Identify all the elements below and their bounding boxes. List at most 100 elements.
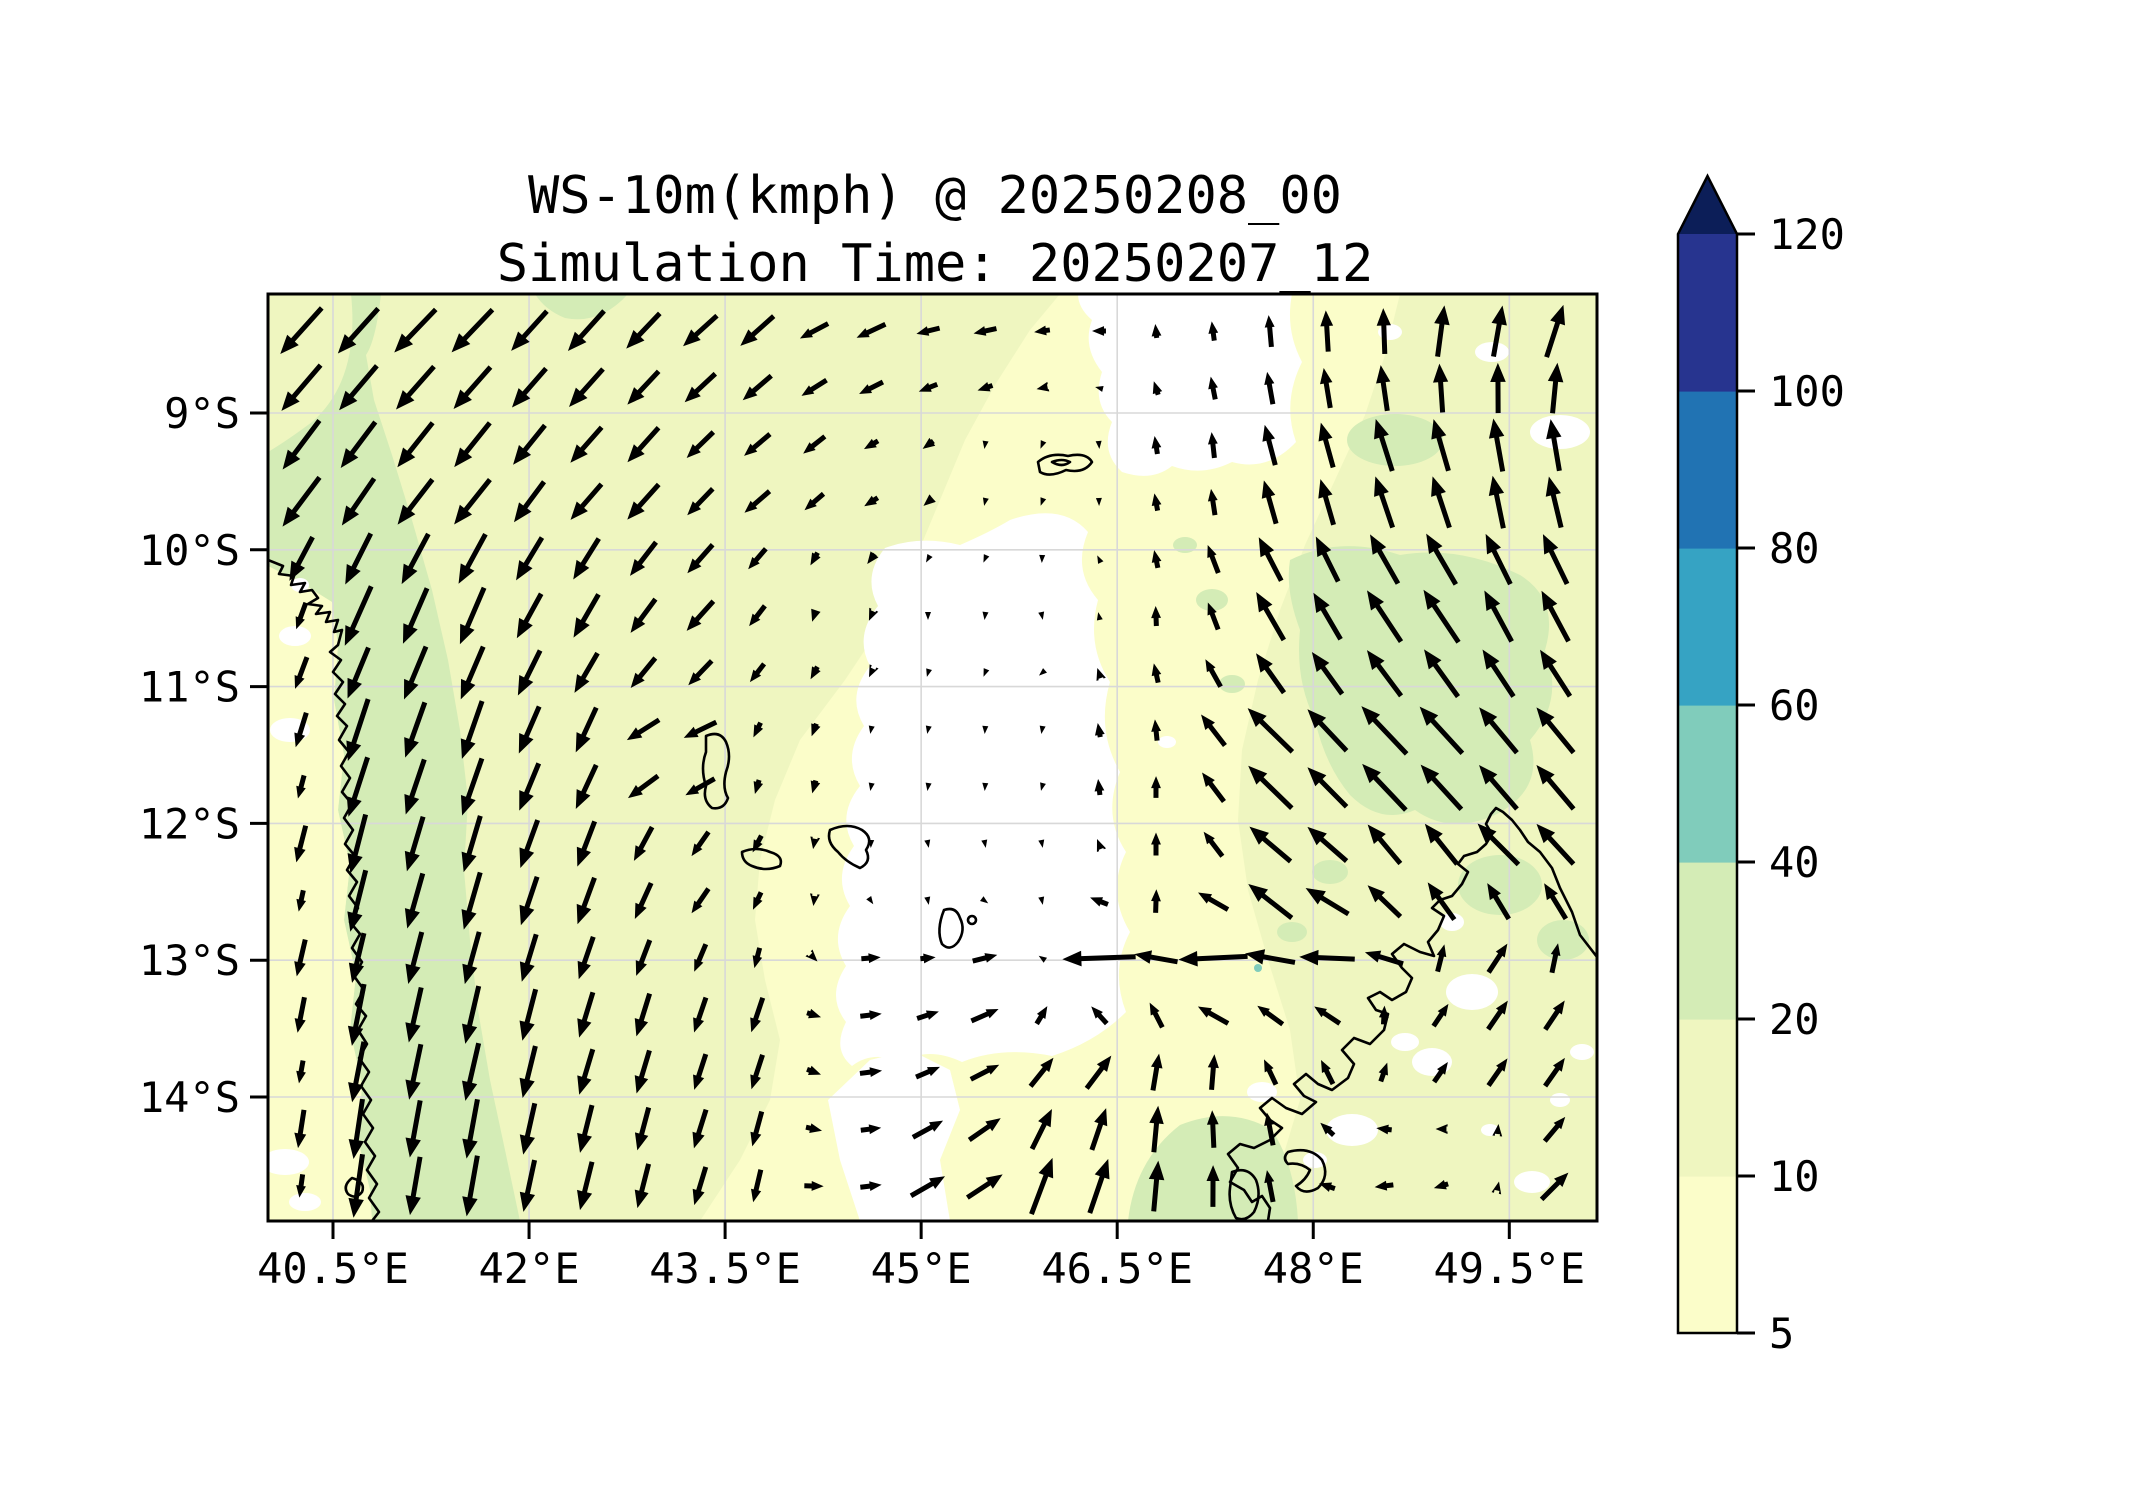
wind-arrow	[1486, 943, 1508, 974]
colorbar-segment	[1678, 862, 1737, 1020]
wind-arrow	[1370, 534, 1401, 585]
wind-arrow-dot	[868, 839, 875, 848]
wind-arrow	[1149, 1002, 1165, 1029]
wind-arrow-dot	[981, 839, 988, 848]
wind-arrow	[1378, 1005, 1389, 1025]
colorbar-segment	[1678, 705, 1737, 863]
colorbar-tick-label: 5	[1769, 1309, 1794, 1358]
wind-arrow	[686, 430, 716, 458]
wind-arrow	[1208, 321, 1219, 341]
wind-arrow-dot	[926, 668, 932, 677]
wind-arrow-dot	[983, 554, 990, 563]
axes-layer: 40.5°E 42°E 43.5°E 45°E 46.5°E 48°E 49.5°E 9°S 1…	[139, 389, 1585, 1293]
y-tick-label: 13°S	[139, 936, 240, 985]
wind-arrow	[1314, 1006, 1342, 1026]
wind-arrow-dot	[868, 725, 875, 734]
wind-arrow	[629, 540, 658, 576]
wind-arrow	[1247, 708, 1295, 754]
wind-arrow	[1432, 1062, 1448, 1084]
wind-arrow	[405, 986, 424, 1043]
wind-arrow	[1305, 887, 1350, 917]
wind-arrow-dot	[1038, 611, 1045, 620]
wind-arrow	[1479, 707, 1519, 755]
wind-arrow	[569, 367, 605, 407]
wind-arrow	[859, 1067, 883, 1077]
wind-arrow	[1096, 667, 1106, 681]
wind-arrow	[806, 1008, 822, 1019]
wind-arrow	[634, 1049, 652, 1094]
wind-arrow	[1491, 1181, 1502, 1195]
wind-arrow	[347, 646, 371, 699]
wind-arrow	[1258, 537, 1284, 582]
wind-arrow	[684, 371, 718, 403]
wind-arrow	[635, 939, 653, 976]
wind-arrow-dot	[1095, 386, 1104, 392]
wind-arrow	[296, 774, 307, 799]
wind-arrow	[1542, 1116, 1566, 1143]
wind-arrow	[1091, 1006, 1109, 1026]
wind-arrow	[1152, 381, 1163, 396]
wind-arrow	[916, 1010, 939, 1021]
wind-arrow-dot	[1095, 497, 1102, 506]
wind-arrow	[451, 307, 495, 353]
wind-arrow	[688, 659, 714, 686]
wind-arrow	[1151, 832, 1161, 856]
wind-arrow	[810, 779, 821, 794]
wind-arrow	[462, 1098, 480, 1159]
fill-calm-patch	[279, 626, 311, 646]
wind-arrow	[1424, 823, 1460, 866]
wind-arrow	[920, 953, 936, 964]
wind-arrow	[282, 475, 322, 527]
wind-arrow	[295, 601, 309, 630]
wind-arrow	[401, 532, 431, 585]
wind-arrow	[1299, 949, 1355, 966]
wind-arrow	[1151, 550, 1162, 569]
wind-arrow	[282, 419, 322, 470]
wind-arrow	[1249, 826, 1293, 864]
wind-arrow	[1320, 310, 1334, 352]
y-tick-label: 14°S	[139, 1073, 240, 1122]
wind-arrow-dot	[1039, 554, 1046, 563]
y-tick-label: 9°S	[164, 389, 240, 438]
wind-arrow	[346, 756, 370, 817]
wind-arrow	[1134, 950, 1178, 965]
wind-arrow	[915, 1066, 940, 1080]
wind-arrow	[1541, 590, 1571, 643]
wind-arrow	[576, 820, 598, 867]
wind-arrow	[516, 536, 545, 581]
wind-arrow	[860, 1124, 882, 1135]
wind-arrow	[627, 426, 661, 463]
wind-arrow	[1256, 653, 1287, 695]
wind-arrow-dot	[982, 611, 989, 620]
fill-calm-patch	[1530, 415, 1590, 449]
wind-arrow	[753, 779, 764, 795]
wind-arrow	[405, 1156, 423, 1216]
wind-arrow	[1321, 1060, 1336, 1086]
wind-arrow-dot	[1039, 725, 1046, 734]
wind-arrow	[1367, 824, 1403, 866]
wind-arrow-dot	[1095, 440, 1102, 449]
wind-arrow	[744, 432, 772, 456]
colorbar-segment	[1678, 1176, 1737, 1334]
wind-arrow	[519, 988, 539, 1041]
wind-arrow	[1094, 779, 1105, 796]
wind-arrow-dot	[1038, 896, 1045, 905]
wind-arrow	[461, 815, 483, 873]
wind-arrow	[863, 438, 880, 450]
wind-arrow	[1262, 424, 1278, 466]
wind-arrow	[1477, 823, 1521, 867]
wind-arrow-dot	[982, 440, 989, 449]
fill-green-ellipse	[1312, 860, 1348, 884]
wind-arrow	[740, 314, 776, 346]
wind-arrow	[965, 1174, 1003, 1200]
wind-arrow	[1366, 590, 1404, 644]
wind-arrow	[1208, 376, 1218, 400]
wind-arrow	[1479, 765, 1519, 811]
wind-arrow	[693, 996, 709, 1033]
wind-arrow	[970, 1009, 999, 1024]
wind-arrow	[861, 953, 881, 964]
wind-arrow	[691, 830, 711, 857]
wind-arrow	[281, 363, 323, 411]
